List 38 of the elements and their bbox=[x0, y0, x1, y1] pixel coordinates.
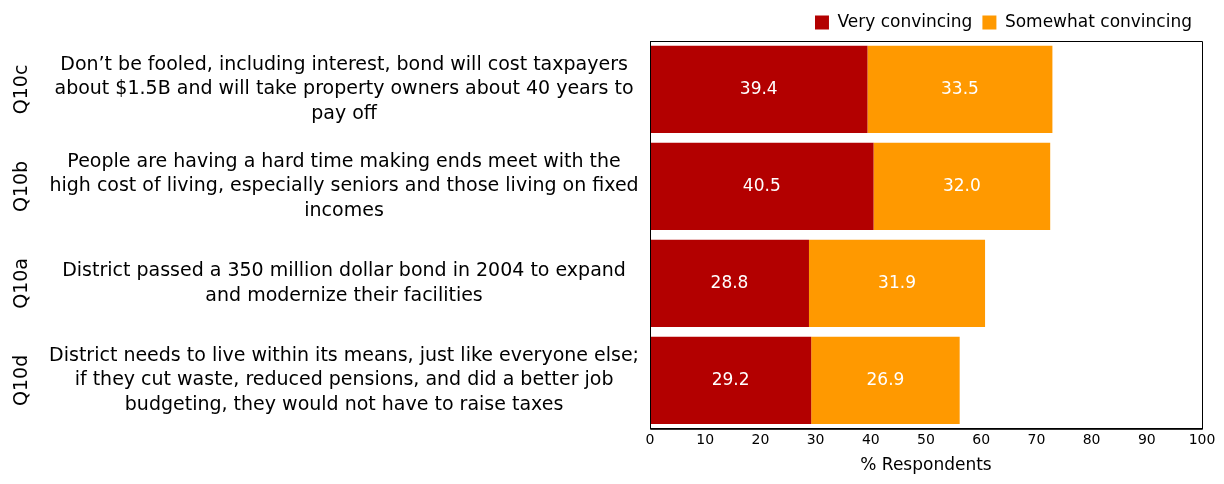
x-tick-label: 60 bbox=[972, 430, 991, 447]
data-label: 29.2 bbox=[711, 368, 750, 389]
bar bbox=[811, 336, 960, 424]
x-tick-label: 40 bbox=[861, 430, 880, 447]
legend-label: Somewhat convincing bbox=[1004, 10, 1192, 31]
x-tick-label: 10 bbox=[696, 430, 715, 447]
bar bbox=[867, 45, 1053, 134]
bar bbox=[650, 142, 874, 231]
x-tick-label: 30 bbox=[806, 430, 825, 447]
data-label: 33.5 bbox=[941, 77, 979, 98]
x-tick-label: 70 bbox=[1027, 430, 1046, 447]
x-tick-label: 20 bbox=[751, 430, 770, 447]
x-tick-label: 0 bbox=[645, 430, 655, 447]
text: Q10c bbox=[8, 64, 31, 115]
data-label: 26.9 bbox=[866, 368, 905, 389]
bar bbox=[650, 336, 812, 424]
text: Q10a bbox=[8, 257, 31, 309]
data-label: 28.8 bbox=[710, 271, 749, 292]
x-axis-title: % Respondents bbox=[860, 454, 992, 475]
data-label: 39.4 bbox=[739, 77, 778, 98]
text: Q10d bbox=[8, 354, 31, 406]
x-tick-label: 90 bbox=[1137, 430, 1156, 447]
bar bbox=[873, 142, 1051, 231]
y-tick-label: Don’t be fooled, including interest, bond will cost taxpayers about $1.5B and will take property owners about 40 years to pay off bbox=[54, 51, 634, 124]
x-tick-label: 50 bbox=[917, 430, 935, 447]
data-label: 40.5 bbox=[742, 174, 781, 195]
bar bbox=[808, 239, 986, 327]
y-tick-label: District needs to live within its means, just like everyone else; if they cut waste, reduced pensions, and did a better job budgeting, they would not have to raise taxes bbox=[49, 342, 639, 414]
bar bbox=[650, 45, 868, 134]
y-tick-label: People are having a hard time making ends meet with the high cost of living, especially seniors and those living on fixed incomes bbox=[49, 148, 639, 221]
bar bbox=[650, 239, 809, 327]
text: Q10b bbox=[8, 160, 31, 213]
data-label: 31.9 bbox=[878, 271, 916, 292]
legend-label: Very convincing bbox=[837, 10, 973, 31]
x-tick-label: 80 bbox=[1082, 430, 1101, 447]
x-tick-label: 100 bbox=[1188, 430, 1216, 447]
y-tick-label: District passed a 350 million dollar bond in 2004 to expand and modernize their facilities bbox=[62, 257, 626, 305]
data-label: 32.0 bbox=[942, 174, 981, 195]
